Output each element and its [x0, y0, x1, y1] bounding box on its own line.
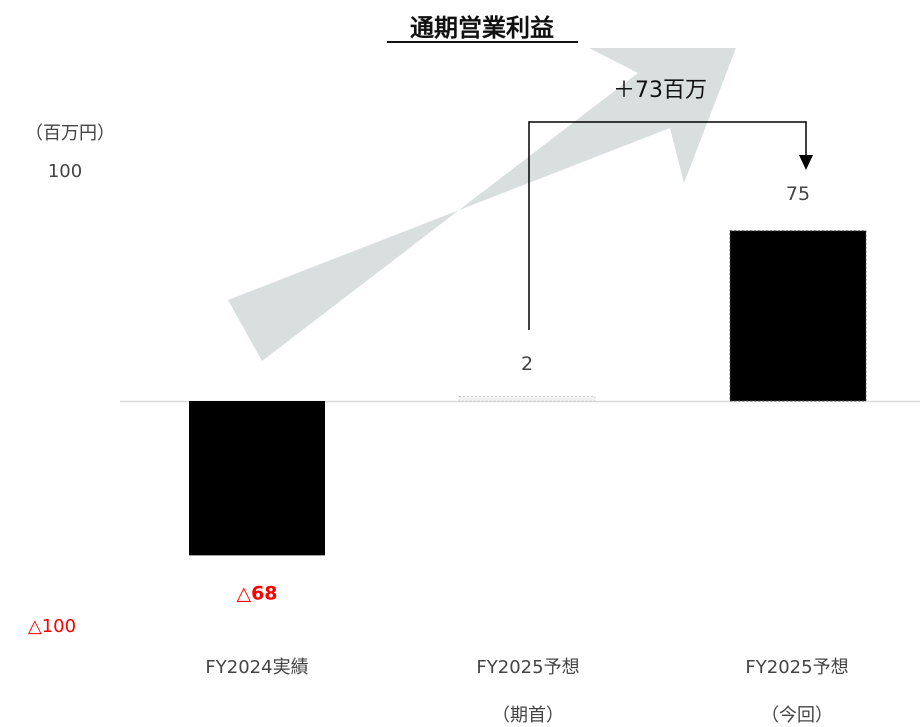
bar-fy2025-initial	[459, 396, 595, 401]
category-sublabel-fy2025-initial: （期首）	[492, 705, 564, 726]
value-label-fy2025-revised: 75	[786, 183, 810, 205]
category-label-fy2025-initial: FY2025予想	[476, 657, 579, 678]
bar-fy2025-revised	[730, 231, 866, 401]
chart-title: 通期営業利益	[410, 14, 554, 42]
difference-arrowhead	[799, 155, 813, 170]
bar-fy2024-actual	[189, 401, 325, 555]
value-label-fy2024-actual: △68	[236, 582, 277, 604]
y-tick-label-bottom: △100	[28, 616, 76, 637]
y-tick-label-top: 100	[48, 161, 82, 182]
difference-label: ＋73百万	[613, 78, 707, 103]
category-label-fy2025-revised: FY2025予想	[745, 657, 848, 678]
value-label-fy2025-initial: 2	[521, 353, 533, 375]
category-sublabel-fy2025-revised: （今回）	[761, 705, 833, 726]
unit-label: （百万円）	[25, 123, 115, 144]
category-label-fy2024-actual: FY2024実績	[205, 657, 308, 678]
